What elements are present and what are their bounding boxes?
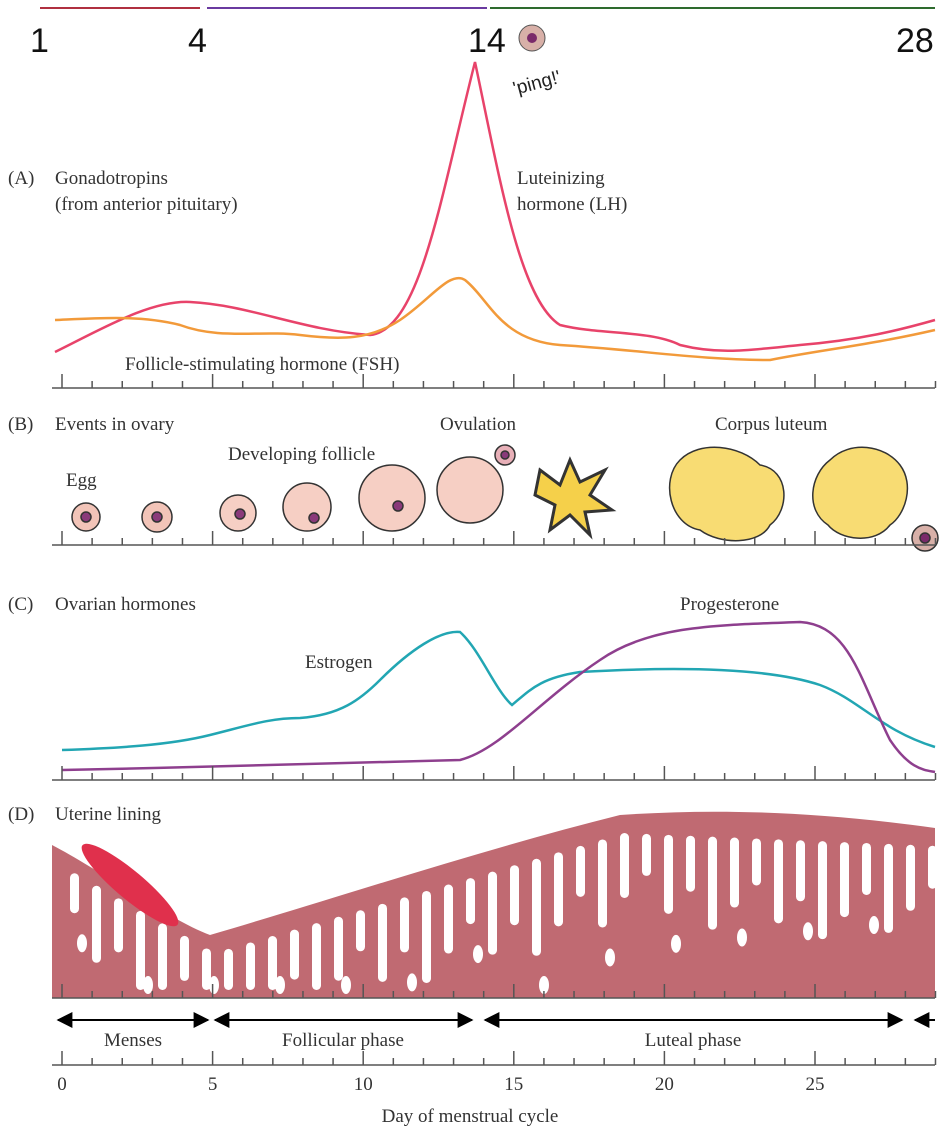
lining-gap [290,930,299,980]
axis-title: Day of menstrual cycle [382,1106,559,1127]
lining-gap [444,885,453,954]
curve-label: Progesterone [680,594,779,615]
stage-label: Corpus luteum [715,414,828,435]
lining-gap [407,973,417,991]
lining-gap [928,846,937,889]
x-tick-label: 25 [806,1074,825,1095]
stage-label: Ovulation [440,414,516,435]
lining-gap [180,936,189,981]
lining-gap [576,846,585,897]
lining-gap [620,833,629,898]
lining-gap [862,843,871,895]
lining-gap [275,976,285,994]
lining-gap [840,842,849,917]
x-tick-label: 20 [655,1074,674,1095]
lining-gap [143,976,153,994]
phase-label: Luteal phase [645,1030,742,1051]
lining-gap [488,872,497,955]
lining-gap [884,844,893,933]
lining-gap [774,839,783,923]
lining-gap [671,935,681,953]
egg-nucleus [527,33,537,43]
lining-gap [737,929,747,947]
panel-letter: (B) [8,414,33,435]
lining-gap [473,945,483,963]
lining-gap [598,839,607,927]
lining-gap [532,859,541,956]
panel-letter: (C) [8,594,33,615]
lining-gap [686,836,695,892]
lining-gap [341,976,351,994]
lining-gap [935,910,941,928]
fsh-curve [55,278,935,360]
phase-label: Follicular phase [282,1030,404,1051]
lining-gap [869,916,879,934]
panel-title: Events in ovary [55,414,175,435]
annotation: 'ping!' [511,67,563,100]
day-label: 14 [468,22,506,60]
lining-gap [334,917,343,981]
x-tick-label: 15 [504,1074,523,1095]
lining-gap [906,845,915,911]
panel-title: Uterine lining [55,804,162,825]
curve-label: hormone (LH) [517,194,627,215]
lining-gap [378,904,387,982]
curve-label: Estrogen [305,652,373,673]
panel-title: Gonadotropins [55,168,168,189]
panel-letter: (D) [8,804,34,825]
lining-gap [730,838,739,908]
lining-gap [796,840,805,901]
lining-gap [356,910,365,951]
lining-gap [312,923,321,990]
lining-gap [209,976,219,994]
lining-gap [708,837,717,930]
panel-title: (from anterior pituitary) [55,194,238,215]
x-tick-label: 0 [57,1074,67,1095]
lining-gap [642,834,651,876]
lining-gap [114,898,123,952]
lining-gap [246,942,255,990]
x-tick-label: 5 [208,1074,218,1095]
lining-gap [554,852,563,926]
ovary-stages [72,445,938,551]
progesterone-curve [62,622,935,772]
lining-gap [803,922,813,940]
lining-gap [422,891,431,983]
lining-gap [664,835,673,914]
lining-gap [92,886,101,963]
figure: 1 4 14 28 'ping!' (A) Gonadotropins (fro… [0,0,941,1135]
panel-title: Ovarian hormones [55,594,196,615]
lining-gap [400,897,409,952]
lining-gap [77,934,87,952]
day-label: 1 [30,22,49,60]
lining-gap [818,841,827,939]
curve-label: Luteinizing [517,168,605,189]
lining-gap [605,948,615,966]
lining-gap [70,873,79,913]
lining-gap [752,838,761,885]
phase-label: Menses [104,1030,162,1051]
lining-gap [224,949,233,990]
estrogen-curve [62,632,935,750]
lining-gap [158,923,167,990]
stage-label: Developing follicle [228,444,375,465]
lining-gap [466,878,475,924]
panel-letter: (A) [8,168,34,189]
lining-gap [510,865,519,925]
stage-label: Egg [66,470,97,491]
x-tick-label: 10 [354,1074,373,1095]
day-label: 4 [188,22,207,60]
day-label: 28 [896,22,934,60]
lining-gap [136,911,145,990]
curve-label: Follicle-stimulating hormone (FSH) [125,354,399,375]
